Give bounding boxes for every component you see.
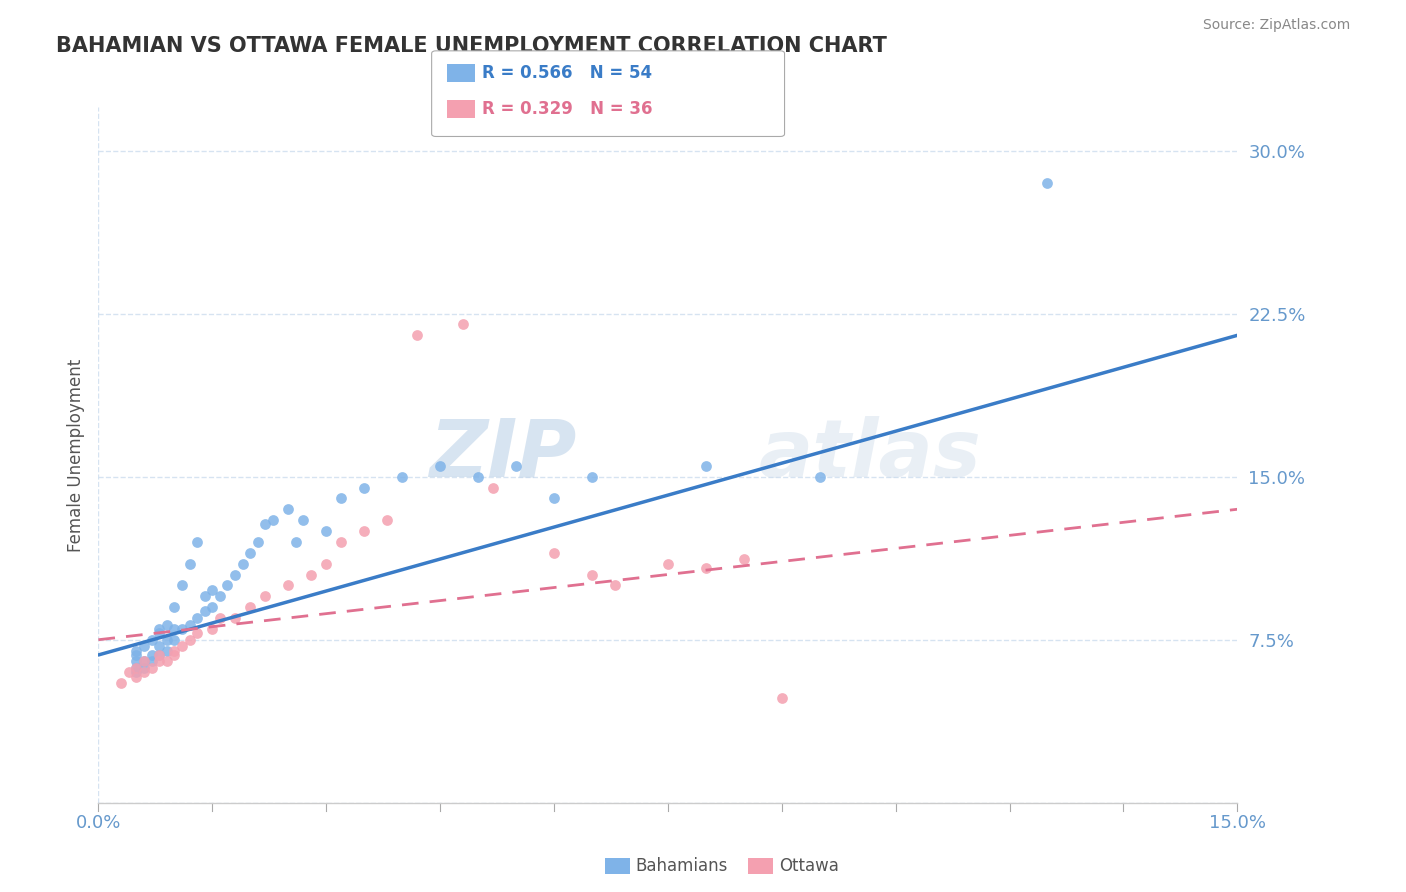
- Point: [156, 617, 179, 632]
- Point: [163, 648, 186, 662]
- Point: [603, 578, 626, 592]
- Point: [148, 648, 170, 662]
- Point: [125, 643, 148, 657]
- Text: atlas: atlas: [759, 416, 981, 494]
- Point: [201, 600, 224, 615]
- Point: [239, 600, 262, 615]
- Point: [277, 502, 299, 516]
- Point: [353, 481, 375, 495]
- Point: [808, 469, 831, 483]
- Text: R = 0.329   N = 36: R = 0.329 N = 36: [482, 100, 652, 118]
- Text: BAHAMIAN VS OTTAWA FEMALE UNEMPLOYMENT CORRELATION CHART: BAHAMIAN VS OTTAWA FEMALE UNEMPLOYMENT C…: [56, 36, 887, 55]
- Point: [277, 578, 299, 592]
- Point: [246, 534, 269, 549]
- Point: [148, 648, 170, 662]
- Point: [156, 643, 179, 657]
- Point: [208, 589, 231, 603]
- Point: [429, 458, 451, 473]
- Point: [375, 513, 398, 527]
- Point: [132, 639, 155, 653]
- Point: [581, 567, 603, 582]
- Point: [125, 648, 148, 662]
- Point: [170, 639, 193, 653]
- Point: [132, 661, 155, 675]
- Point: [239, 546, 262, 560]
- Point: [657, 557, 679, 571]
- Point: [141, 648, 163, 662]
- Point: [543, 491, 565, 506]
- Point: [163, 632, 186, 647]
- Point: [194, 589, 217, 603]
- Text: ZIP: ZIP: [429, 416, 576, 494]
- Point: [110, 676, 132, 690]
- Point: [543, 546, 565, 560]
- Point: [156, 655, 179, 669]
- Point: [505, 458, 527, 473]
- Point: [315, 557, 337, 571]
- Point: [186, 534, 208, 549]
- Point: [770, 691, 793, 706]
- Point: [141, 632, 163, 647]
- Text: R = 0.566   N = 54: R = 0.566 N = 54: [482, 64, 652, 82]
- Point: [353, 524, 375, 538]
- Point: [186, 611, 208, 625]
- Point: [315, 524, 337, 538]
- Point: [695, 561, 717, 575]
- Point: [132, 655, 155, 669]
- Point: [125, 655, 148, 669]
- Point: [467, 469, 489, 483]
- Point: [201, 582, 224, 597]
- Point: [299, 567, 322, 582]
- Point: [148, 622, 170, 636]
- Point: [179, 557, 201, 571]
- Point: [208, 611, 231, 625]
- Point: [163, 600, 186, 615]
- Point: [148, 639, 170, 653]
- Point: [125, 670, 148, 684]
- Point: [254, 589, 277, 603]
- Point: [194, 605, 217, 619]
- Text: Source: ZipAtlas.com: Source: ZipAtlas.com: [1202, 18, 1350, 32]
- Text: Ottawa: Ottawa: [779, 857, 839, 875]
- Point: [132, 655, 155, 669]
- Point: [262, 513, 284, 527]
- Point: [224, 567, 246, 582]
- Point: [163, 622, 186, 636]
- Point: [292, 513, 315, 527]
- Point: [179, 632, 201, 647]
- Point: [125, 661, 148, 675]
- Point: [451, 318, 474, 332]
- Point: [156, 632, 179, 647]
- Text: Bahamians: Bahamians: [636, 857, 728, 875]
- Point: [163, 643, 186, 657]
- Point: [330, 491, 353, 506]
- Point: [148, 626, 170, 640]
- Point: [141, 655, 163, 669]
- Point: [186, 626, 208, 640]
- Point: [1036, 176, 1059, 190]
- Point: [733, 552, 755, 566]
- Point: [224, 611, 246, 625]
- Point: [581, 469, 603, 483]
- Y-axis label: Female Unemployment: Female Unemployment: [66, 359, 84, 551]
- Point: [141, 661, 163, 675]
- Point: [132, 665, 155, 680]
- Point: [125, 665, 148, 680]
- Point: [254, 517, 277, 532]
- Point: [695, 458, 717, 473]
- Point: [118, 665, 141, 680]
- Point: [125, 661, 148, 675]
- Point: [284, 534, 307, 549]
- Point: [406, 328, 429, 343]
- Point: [201, 622, 224, 636]
- Point: [482, 481, 505, 495]
- Point: [179, 617, 201, 632]
- Point: [330, 534, 353, 549]
- Point: [148, 655, 170, 669]
- Point: [217, 578, 239, 592]
- Point: [391, 469, 413, 483]
- Point: [232, 557, 254, 571]
- Point: [170, 578, 193, 592]
- Point: [170, 622, 193, 636]
